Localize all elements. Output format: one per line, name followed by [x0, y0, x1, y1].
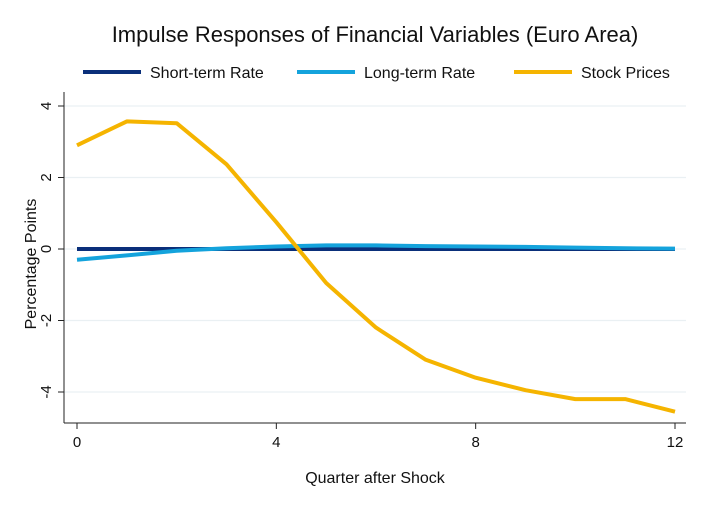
chart-title: Impulse Responses of Financial Variables…	[112, 22, 639, 47]
x-tick-label: 4	[272, 434, 280, 451]
series-line-2	[76, 243, 676, 262]
y-tick-label: -4	[38, 385, 55, 398]
x-tick-label: 12	[667, 434, 684, 451]
x-axis-title: Quarter after Shock	[305, 470, 446, 487]
series-line-3	[76, 119, 676, 414]
y-tick-label: 2	[38, 173, 55, 181]
series-lines	[76, 119, 676, 414]
legend-label: Short-term Rate	[150, 65, 264, 82]
axes: -4 -2 0 2 4 0 4 8 12	[38, 92, 686, 451]
legend-label: Long-term Rate	[364, 65, 475, 82]
y-axis-title: Percentage Points	[23, 199, 40, 330]
x-tick-label: 0	[73, 434, 81, 451]
legend: Short-term Rate Long-term Rate Stock Price…	[83, 65, 670, 82]
y-tick-label: 0	[38, 245, 55, 253]
x-tick-label: 8	[471, 434, 479, 451]
legend-label: Stock Prices	[581, 65, 670, 82]
y-tick-label: -2	[38, 314, 55, 327]
y-tick-label: 4	[38, 102, 55, 110]
